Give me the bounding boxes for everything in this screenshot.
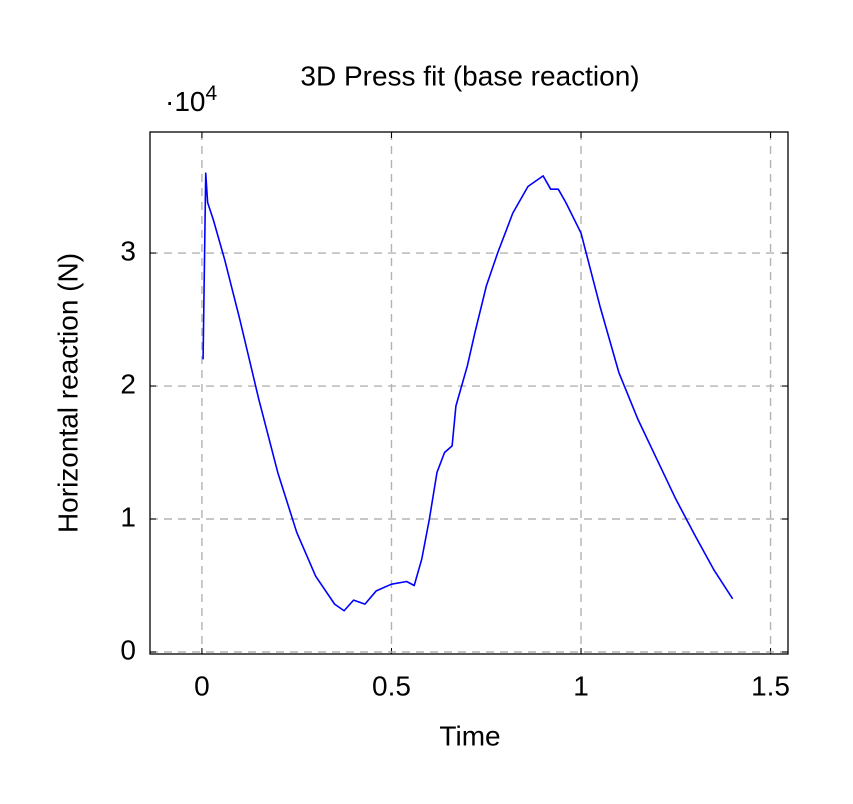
plot-frame xyxy=(149,131,789,655)
y-multiplier-exponent: 4 xyxy=(205,82,217,105)
y-tick-label: 1 xyxy=(120,501,136,532)
x-tick-label: 0.5 xyxy=(372,670,411,701)
y-tick-label: 3 xyxy=(120,235,136,266)
x-tick-label: 1 xyxy=(573,670,589,701)
y-tick-label: 2 xyxy=(120,368,136,399)
x-tick-label: 0 xyxy=(194,670,210,701)
y-multiplier: ·104 xyxy=(165,82,217,118)
data-line xyxy=(202,172,734,612)
y-multiplier-base: ·10 xyxy=(165,86,205,117)
y-axis-label: Horizontal reaction (N) xyxy=(52,253,83,533)
x-tick-label: 1.5 xyxy=(751,670,790,701)
chart-title: 3D Press fit (base reaction) xyxy=(300,60,639,91)
x-axis-label: Time xyxy=(439,720,500,751)
y-tick-label: 0 xyxy=(120,634,136,665)
